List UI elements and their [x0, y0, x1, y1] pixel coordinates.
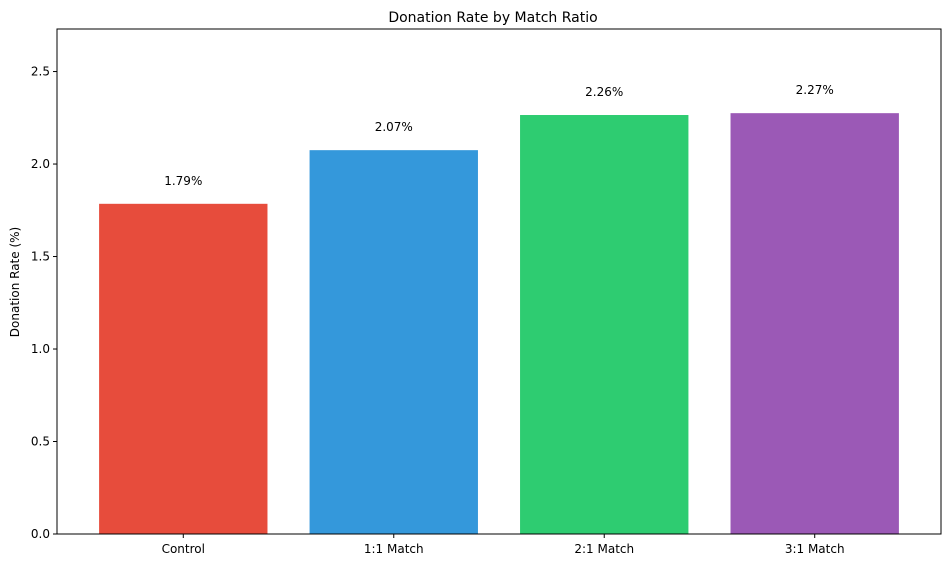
y-tick-label: 1.5 — [31, 250, 50, 264]
y-axis-ticks: 0.0 0.5 1.0 1.5 2.0 2.5 — [31, 65, 57, 541]
bar — [309, 150, 478, 534]
bars-group — [99, 113, 899, 535]
y-tick-label: 2.5 — [31, 65, 50, 79]
bar-data-label: 2.26% — [585, 85, 623, 99]
x-tick-label: 2:1 Match — [574, 542, 634, 556]
x-axis-ticks: Control 1:1 Match 2:1 Match 3:1 Match — [162, 534, 845, 556]
y-axis-label: Donation Rate (%) — [8, 227, 22, 337]
bar-data-label: 2.07% — [375, 120, 413, 134]
y-tick-label: 0.0 — [31, 527, 50, 541]
y-tick-label: 1.0 — [31, 342, 50, 356]
y-tick-label: 2.0 — [31, 157, 50, 171]
bar-data-label: 2.27% — [796, 83, 834, 97]
x-tick-label: 3:1 Match — [785, 542, 845, 556]
x-tick-label: Control — [162, 542, 205, 556]
bar-data-labels: 1.79% 2.07% 2.26% 2.27% — [164, 83, 834, 188]
bar — [99, 203, 268, 535]
plot-frame — [56, 28, 942, 535]
chart-title: Donation Rate by Match Ratio — [388, 10, 597, 26]
x-tick-label: 1:1 Match — [364, 542, 424, 556]
y-tick-label: 0.5 — [31, 435, 50, 449]
bar — [730, 113, 899, 535]
bar — [520, 115, 689, 535]
bar-data-label: 1.79% — [164, 174, 202, 188]
